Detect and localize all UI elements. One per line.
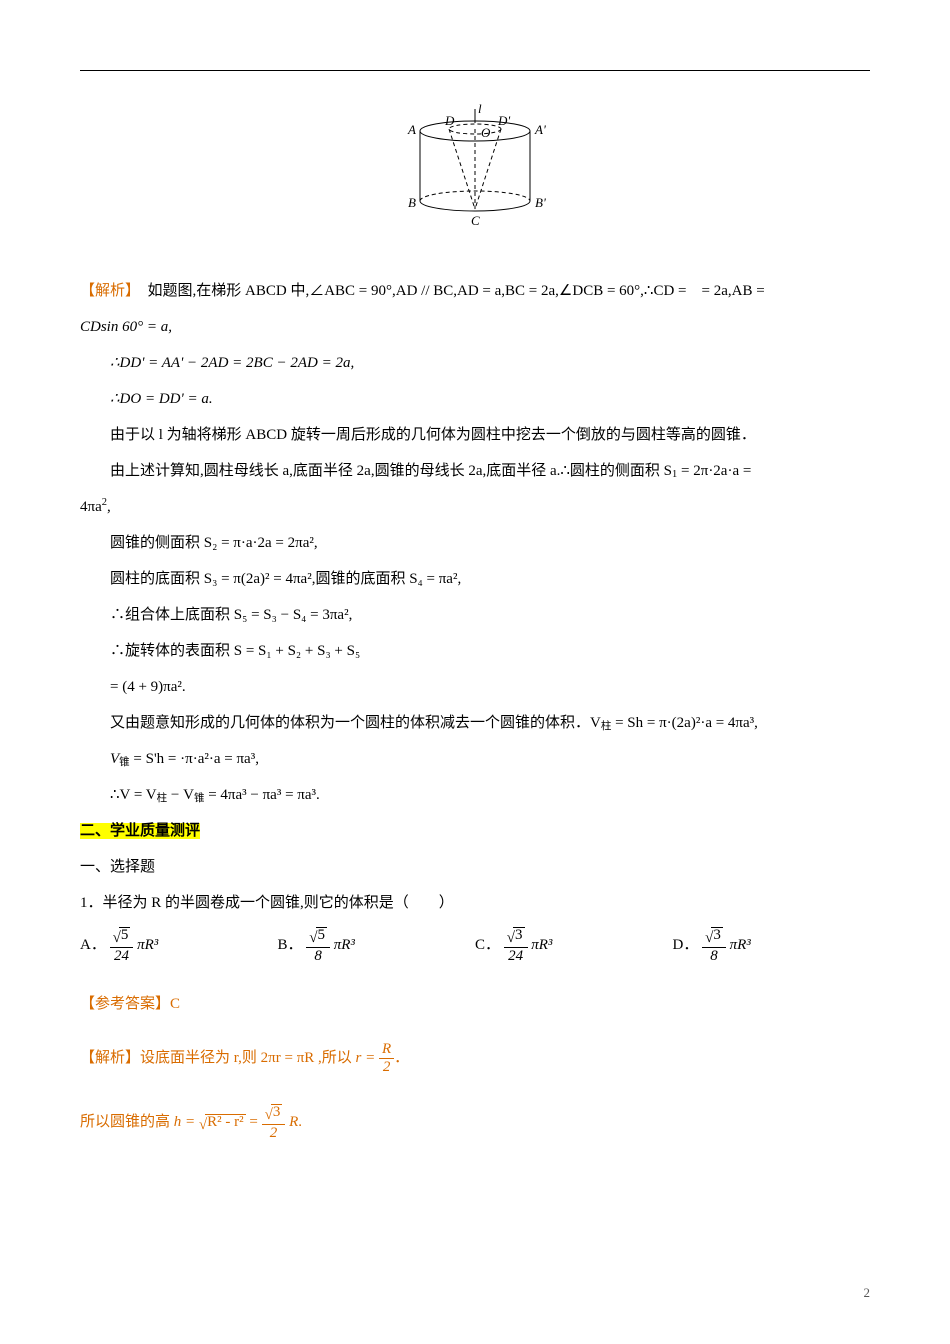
volume-paragraph: 又由题意知形成的几何体的体积为一个圆柱的体积减去一个圆锥的体积．V柱 = Sh … (80, 705, 870, 741)
q1-options: A． √524 πR³ B． √58 πR³ C． √324 πR³ D． √3… (80, 927, 870, 964)
solution-paragraph-3: 由上述计算知,圆柱母线长 a,底面半径 2a,圆锥的母线长 2a,底面半径 a.… (80, 453, 870, 489)
svg-text:C: C (471, 213, 480, 228)
eq-dd: ∴DD' = AA' − 2AD = 2BC − 2AD = 2a, (80, 345, 870, 381)
solution-text-1: 如题图,在梯形 ABCD 中,∠ABC = 90°,AD // BC,AD = … (133, 283, 765, 299)
q1-option-b[interactable]: B． √58 πR³ (278, 927, 476, 964)
subsection-heading: 一、选择题 (80, 849, 870, 885)
q1-stem: 1．半径为 R 的半圆卷成一个圆锥,则它的体积是（ ） (80, 885, 870, 921)
geometry-figure: l A A' D D' O B B' C (80, 101, 870, 255)
solution-paragraph-3c: 4πa2, (80, 489, 870, 525)
solution-paragraph-1: 【解析】 如题图,在梯形 ABCD 中,∠ABC = 90°,AD // BC,… (80, 273, 870, 309)
top-separator (80, 70, 870, 71)
eq-s2: 圆锥的侧面积 S₂ = π·a·2a = 2πa², (80, 525, 870, 561)
eq-do: ∴DO = DD' = a. (80, 381, 870, 417)
svg-text:O: O (481, 125, 491, 140)
solution-header: 【解析】 (80, 283, 133, 299)
eq-s5: ∴组合体上底面积 S₅ = S₃ − S₄ = 3πa², (80, 597, 870, 633)
page-number: 2 (864, 1277, 871, 1308)
eq-vres: ∴V = V柱 − V锥 = 4πa³ − πa³ = πa³. (80, 777, 870, 813)
solution-paragraph-1b: CDsin 60° = a, (80, 309, 870, 345)
q1-answer: 【参考答案】C (80, 986, 870, 1022)
svg-text:D: D (444, 113, 455, 128)
svg-text:A': A' (534, 122, 546, 137)
q1-explain-2: 所以圆锥的高 h = √R² - r² = √32 R. (80, 1104, 870, 1143)
q1-option-c[interactable]: C． √324 πR³ (475, 927, 673, 964)
q1-option-d[interactable]: D． √38 πR³ (673, 927, 871, 964)
svg-text:B': B' (535, 195, 546, 210)
svg-text:l: l (478, 101, 482, 116)
solution-paragraph-2: 由于以 l 为轴将梯形 ABCD 旋转一周后形成的几何体为圆柱中挖去一个倒放的与… (80, 417, 870, 453)
q1-option-a[interactable]: A． √524 πR³ (80, 927, 278, 964)
eq-vcone: V锥 = S'h = ·π·a²·a = πa³, (80, 741, 870, 777)
svg-text:B: B (408, 195, 416, 210)
eq-sres: = (4 + 9)πa². (80, 669, 870, 705)
eq-s3: 圆柱的底面积 S₃ = π(2a)² = 4πa²,圆锥的底面积 S₄ = πa… (80, 561, 870, 597)
eq-ssum: ∴旋转体的表面积 S = S₁ + S₂ + S₃ + S₅ (80, 633, 870, 669)
section-2-heading: 二、学业质量测评 (80, 813, 870, 849)
svg-text:A: A (407, 122, 416, 137)
svg-text:D': D' (497, 113, 510, 128)
q1-explain-1: 【解析】设底面半径为 r,则 2πr = πR ,所以 r = R2． (80, 1040, 870, 1076)
